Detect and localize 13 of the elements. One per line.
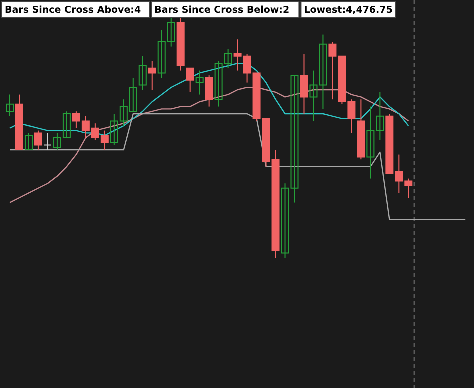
candlestick — [300, 54, 308, 114]
candlestick — [205, 75, 214, 108]
text: Lowest:4,476.75 — [304, 5, 393, 16]
candlestick — [138, 56, 147, 90]
candlestick — [186, 68, 194, 93]
text: Bars Since Cross Above:4 — [5, 5, 142, 16]
candlestick — [24, 132, 33, 150]
text: Bars Since Cross Below:2 — [154, 5, 290, 16]
candlestick — [196, 70, 204, 96]
candlestick — [44, 132, 52, 150]
candlestick — [34, 130, 42, 150]
candlestick — [6, 94, 14, 117]
candlestick — [148, 60, 156, 90]
